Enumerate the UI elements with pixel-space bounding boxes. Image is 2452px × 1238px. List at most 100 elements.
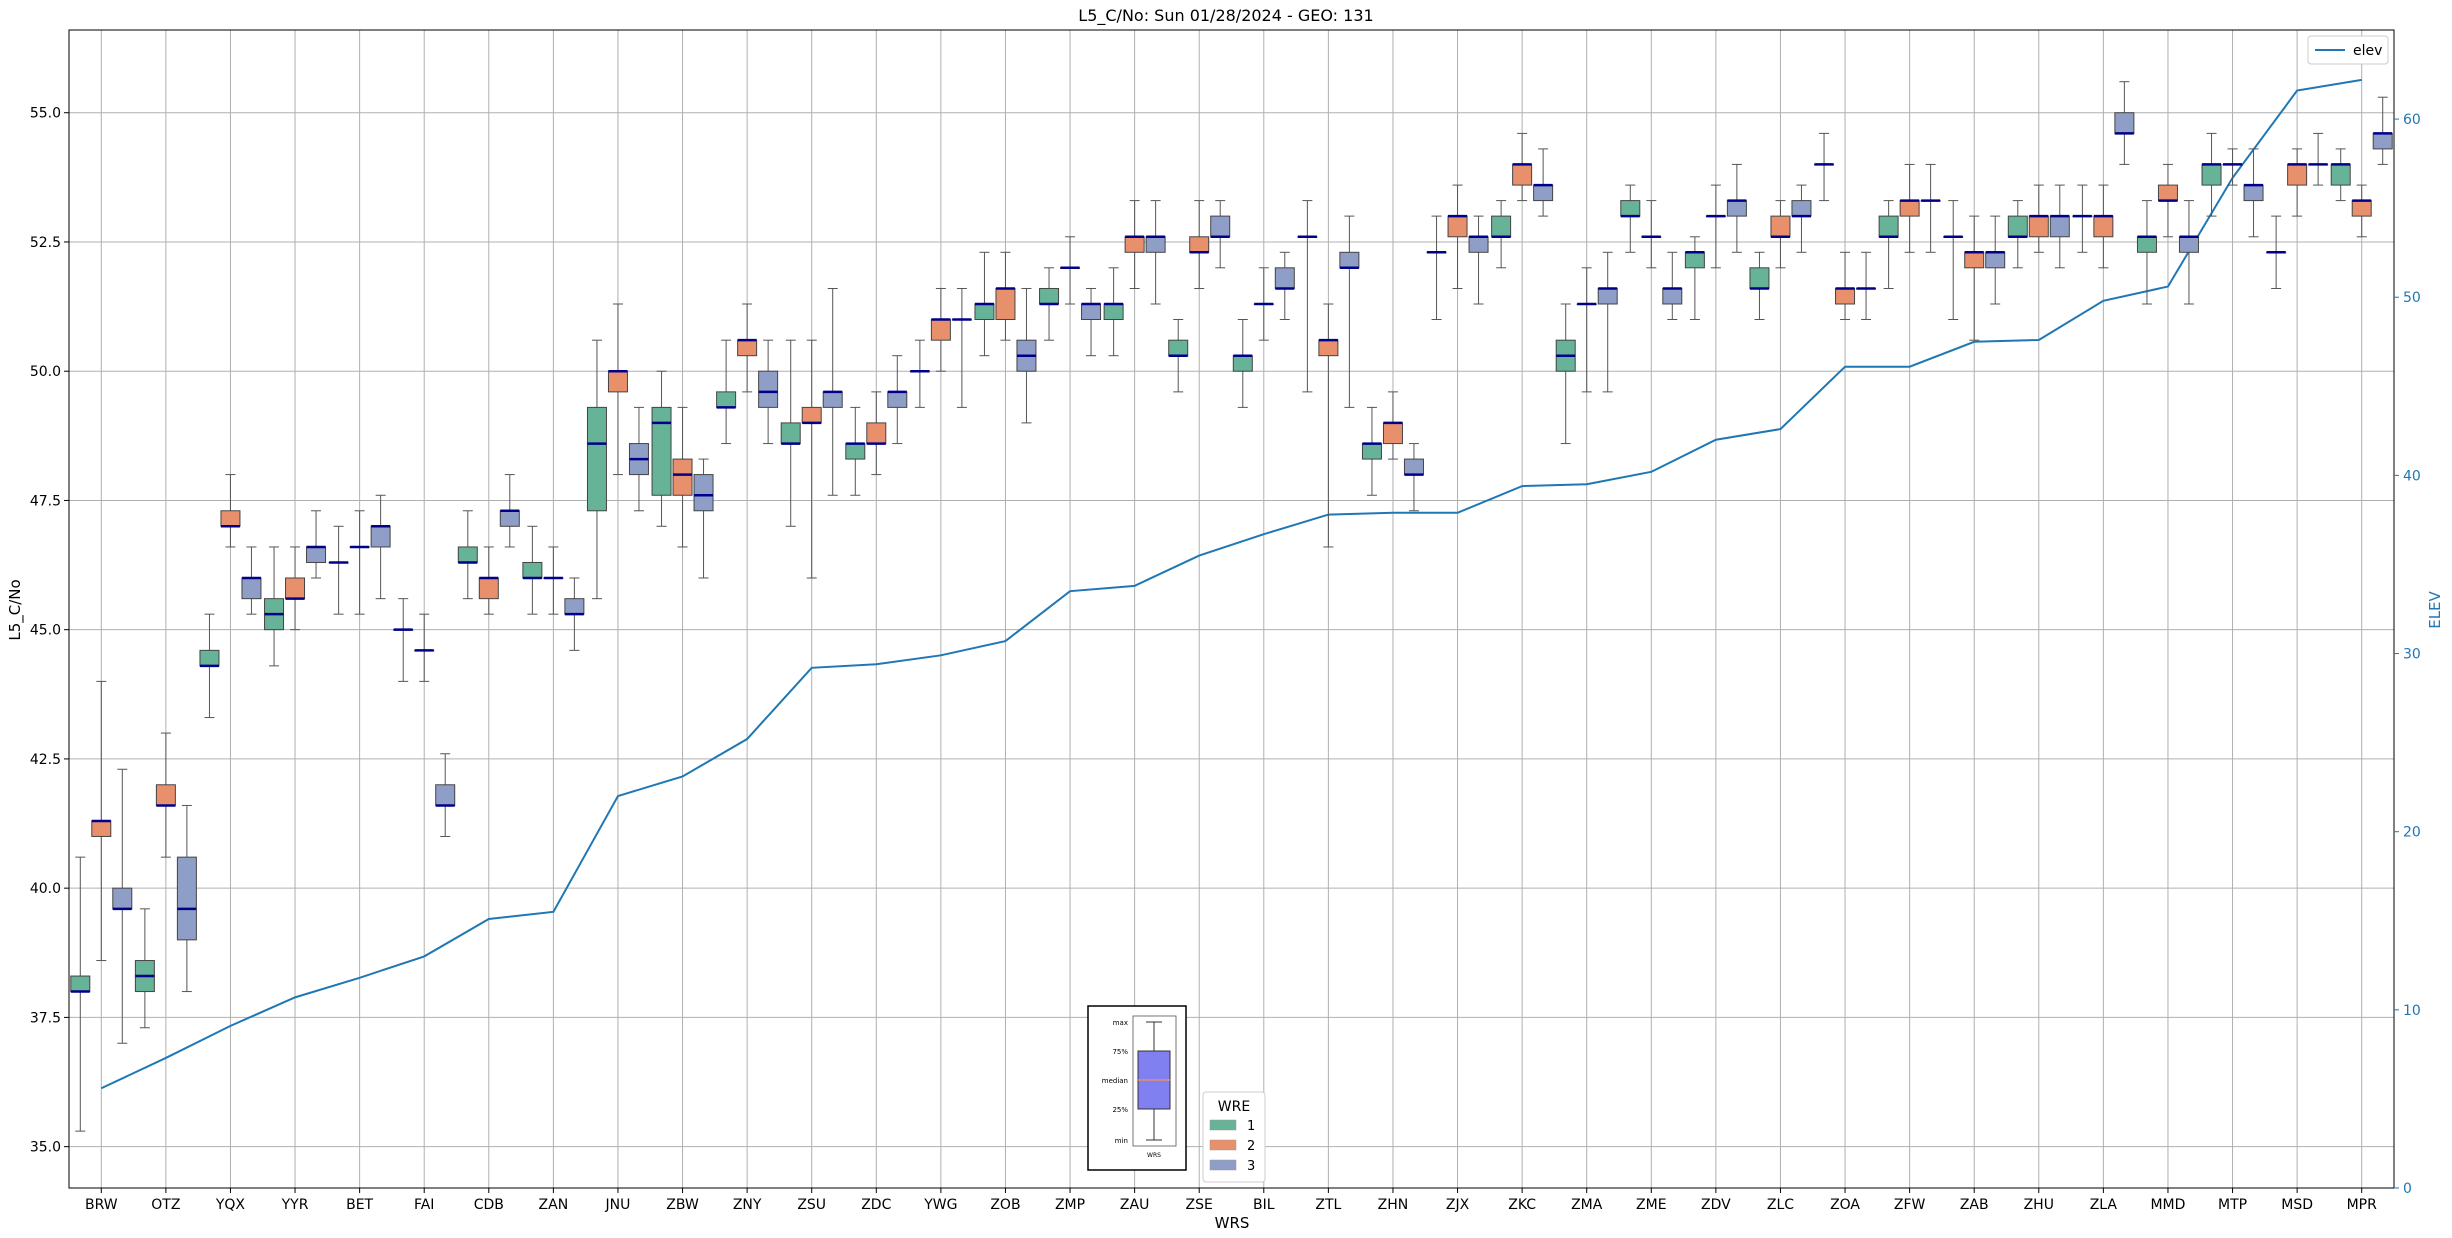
box-zdc-wre3 xyxy=(887,355,908,445)
box-iqr xyxy=(70,975,91,993)
box-zau-wre2 xyxy=(1124,200,1145,289)
box-iqr xyxy=(1145,236,1166,253)
box-zau-wre1 xyxy=(1103,267,1124,357)
box-iqr xyxy=(887,391,908,408)
y-tick-label: 37.5 xyxy=(30,1010,61,1026)
box-msd-wre2 xyxy=(2287,148,2308,217)
box-zse-wre1 xyxy=(1168,319,1189,393)
box-iqr xyxy=(2372,132,2393,150)
box-iqr xyxy=(974,303,995,320)
y-axis-label: L5_C/No xyxy=(6,579,25,640)
chart-title: L5_C/No: Sun 01/28/2024 - GEO: 131 xyxy=(1078,6,1373,26)
wre-legend-swatch-3 xyxy=(1209,1159,1237,1171)
box-mmd-wre2 xyxy=(2157,163,2178,238)
box-zhu-wre1 xyxy=(2007,200,2028,269)
box-bil-wre1 xyxy=(1232,319,1253,408)
box-zab-wre2 xyxy=(1964,215,1985,341)
box-iqr xyxy=(1749,267,1770,289)
elev-series xyxy=(100,78,2362,1090)
box-iqr xyxy=(1964,251,1985,269)
box-ztl-wre1 xyxy=(1297,200,1318,393)
wre-legend-label-1: 1 xyxy=(1247,1119,1255,1134)
box-iqr xyxy=(2028,215,2049,238)
box-zoa-wre1 xyxy=(1814,132,1835,202)
x-tick-label: ZDV xyxy=(1701,1197,1731,1213)
box-brw-wre2 xyxy=(91,680,112,962)
box-iqr xyxy=(1985,251,2006,269)
box-iqr xyxy=(737,339,758,357)
x-tick-label: ZMA xyxy=(1571,1197,1603,1213)
box-cdb-wre2 xyxy=(478,546,499,615)
box-zsu-wre3 xyxy=(822,287,843,496)
box-iqr xyxy=(457,546,478,563)
x-axis-label: WRS xyxy=(1215,1214,1250,1232)
box-zan-wre3 xyxy=(564,577,585,651)
elev-line xyxy=(100,78,2362,1090)
box-msd-wre3 xyxy=(2308,132,2329,186)
box-iqr xyxy=(2157,184,2178,202)
box-zab-wre1 xyxy=(1943,200,1964,320)
box-zfw-wre3 xyxy=(1920,163,1941,253)
box-zjx-wre2 xyxy=(1447,184,1468,289)
y2-tick-label: 60 xyxy=(2403,112,2421,128)
box-zdv-wre2 xyxy=(1705,184,1726,269)
box-zob-wre3 xyxy=(1016,287,1037,424)
y-tick-label: 52.5 xyxy=(30,235,61,251)
box-jnu-wre1 xyxy=(586,339,607,600)
box-ywg-wre1 xyxy=(909,339,930,408)
box-iqr xyxy=(220,510,241,527)
box-zmp-wre2 xyxy=(1060,236,1081,305)
box-msd-wre1 xyxy=(2266,215,2287,289)
box-iqr xyxy=(758,370,779,408)
x-tick-label: YQX xyxy=(215,1197,246,1213)
x-tick-label: BRW xyxy=(85,1197,118,1213)
box-zma-wre1 xyxy=(1555,303,1576,445)
box-mtp-wre3 xyxy=(2243,148,2264,238)
y2-tick-label: 10 xyxy=(2403,1003,2421,1019)
x-tick-label: ZOA xyxy=(1830,1197,1860,1213)
box-ztl-wre3 xyxy=(1339,215,1360,408)
box-iqr xyxy=(1662,287,1683,305)
box-zfw-wre2 xyxy=(1899,163,1920,253)
box-mmd-wre3 xyxy=(2178,200,2199,305)
x-tick-label: ZAB xyxy=(1960,1197,1989,1213)
grid-lines xyxy=(69,30,2394,1188)
box-iqr xyxy=(1597,287,1618,305)
box-iqr xyxy=(1726,200,1747,217)
y-axis-right: 0 10 20 30 40 50 60 xyxy=(2394,112,2421,1197)
box-iqr xyxy=(478,577,499,600)
box-iqr xyxy=(822,391,843,408)
x-axis: BRW OTZ YQX YYR BET FAI CDB ZAN JNU ZBW ZNY ZSU ZDC Y… xyxy=(85,1188,2377,1213)
box-bet-wre3 xyxy=(370,494,391,600)
box-iqr xyxy=(1081,303,1102,320)
box-iqr xyxy=(607,370,628,393)
box-iqr xyxy=(1791,200,1812,217)
box-iqr xyxy=(866,422,887,445)
box-iqr xyxy=(306,546,327,563)
box-zmp-wre1 xyxy=(1039,267,1060,341)
boxplot-key-median-label: median xyxy=(1102,1077,1128,1085)
box-iqr xyxy=(2351,200,2372,217)
box-zoa-wre2 xyxy=(1835,251,1856,320)
box-iqr xyxy=(672,458,693,496)
box-yqx-wre3 xyxy=(241,546,262,615)
boxplot-key-q1: 25% xyxy=(1112,1106,1128,1114)
boxplot-key-xlabel: WRS xyxy=(1147,1152,1161,1159)
box-zjx-wre3 xyxy=(1468,215,1489,305)
y-axis-left: 35.0 37.5 40.0 42.5 45.0 47.5 50.0 52.5 55.0 xyxy=(30,106,69,1156)
y2-tick-label: 0 xyxy=(2403,1181,2412,1197)
x-tick-label: ZSU xyxy=(797,1197,826,1213)
box-iqr xyxy=(780,422,801,445)
box-iqr xyxy=(2114,112,2135,134)
x-tick-label: JNU xyxy=(605,1197,631,1213)
box-iqr xyxy=(522,561,543,579)
box-ywg-wre3 xyxy=(951,287,972,408)
box-iqr xyxy=(1403,458,1424,476)
box-iqr xyxy=(845,443,866,460)
box-iqr xyxy=(586,406,607,512)
box-zme-wre1 xyxy=(1620,184,1641,253)
box-zsu-wre1 xyxy=(780,339,801,527)
wre-legend-title: WRE xyxy=(1218,1099,1250,1115)
box-iqr xyxy=(1124,236,1145,253)
box-zse-wre3 xyxy=(1210,200,1231,269)
